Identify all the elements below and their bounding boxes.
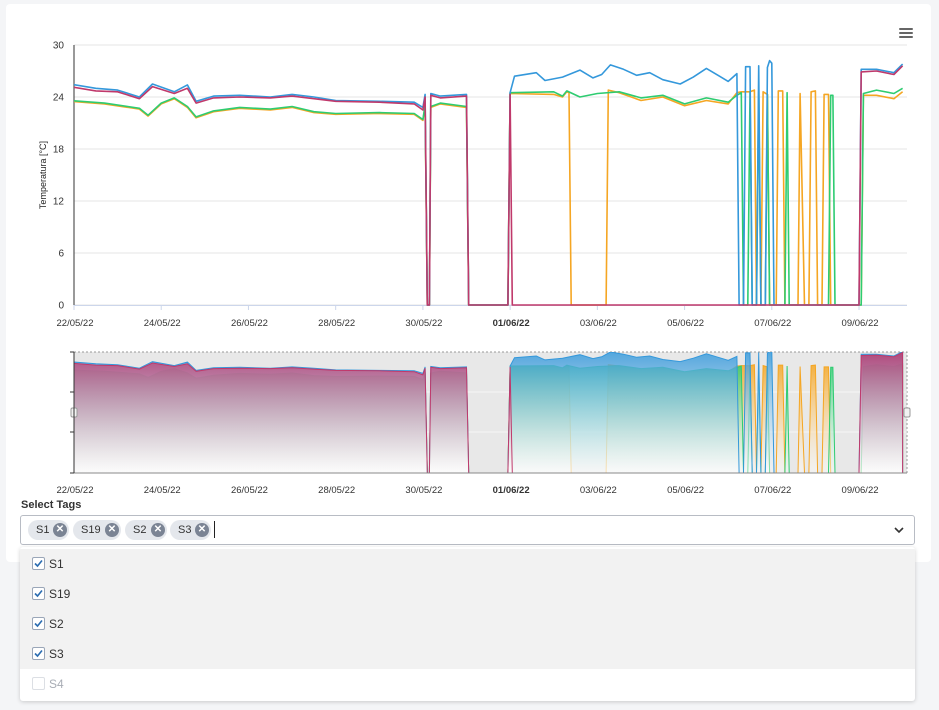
dropdown-option-s1[interactable]: S1 bbox=[20, 549, 915, 579]
x-tick-label: 01/06/22 bbox=[493, 318, 530, 329]
navigator-x-tick-label: 01/06/22 bbox=[493, 485, 530, 496]
checkmark-icon bbox=[34, 589, 43, 598]
tag-multiselect[interactable]: S1 ✕ S19 ✕ S2 ✕ S3 ✕ bbox=[20, 515, 915, 545]
navigator-x-tick-label: 05/06/22 bbox=[667, 485, 704, 496]
dropdown-option-s3[interactable]: S3 bbox=[20, 639, 915, 669]
checkbox[interactable] bbox=[32, 617, 45, 630]
series-line bbox=[74, 65, 904, 306]
y-tick-label: 24 bbox=[53, 93, 65, 104]
x-tick-label: 22/05/22 bbox=[57, 318, 94, 329]
x-tick-label: 05/06/22 bbox=[667, 318, 704, 329]
checkmark-icon bbox=[34, 559, 43, 568]
option-label: S19 bbox=[49, 587, 71, 601]
tag-chip: S2 ✕ bbox=[125, 520, 167, 540]
tag-chip-label: S1 bbox=[36, 524, 50, 536]
chevron-down-icon[interactable] bbox=[893, 524, 905, 536]
temperature-chart: 0 6 12 18 24 30 Temperatura [°C] 22/05/22 24/05/… bbox=[38, 41, 911, 496]
tag-chip-label: S2 bbox=[133, 524, 147, 536]
navigator-x-tick-label: 22/05/22 bbox=[57, 485, 94, 496]
tag-chip: S3 ✕ bbox=[170, 520, 211, 540]
x-tick-label: 30/05/22 bbox=[405, 318, 442, 329]
close-circle-icon[interactable]: ✕ bbox=[195, 523, 209, 537]
navigator-x-tick-label: 03/06/22 bbox=[580, 485, 617, 496]
navigator-x-tick-label: 24/05/22 bbox=[144, 485, 181, 496]
checkbox[interactable] bbox=[32, 677, 45, 690]
x-tick-label: 03/06/22 bbox=[580, 318, 617, 329]
dropdown-option-s19[interactable]: S19 bbox=[20, 579, 915, 609]
y-tick-label: 0 bbox=[58, 301, 64, 312]
checkbox[interactable] bbox=[32, 647, 45, 660]
y-tick-label: 6 bbox=[58, 249, 64, 260]
navigator-x-tick-label: 07/06/22 bbox=[754, 485, 791, 496]
x-tick-label: 26/05/22 bbox=[231, 318, 268, 329]
x-tick-label: 24/05/22 bbox=[144, 318, 181, 329]
tag-chip-label: S19 bbox=[81, 524, 101, 536]
navigator-handle bbox=[903, 407, 911, 418]
navigator-x-tick-label: 28/05/22 bbox=[318, 485, 355, 496]
checkmark-icon bbox=[34, 619, 43, 628]
hamburger-menu-icon[interactable] bbox=[899, 28, 913, 39]
close-circle-icon[interactable]: ✕ bbox=[53, 523, 67, 537]
series-line bbox=[74, 89, 904, 306]
checkbox[interactable] bbox=[32, 557, 45, 570]
option-label: S1 bbox=[49, 557, 64, 571]
series-line bbox=[74, 59, 904, 306]
tag-chip: S1 ✕ bbox=[28, 520, 69, 540]
select-tags-label: Select Tags bbox=[21, 499, 82, 511]
navigator-series-area bbox=[74, 352, 904, 473]
option-label: S3 bbox=[49, 647, 64, 661]
dropdown-option-s4[interactable]: S4 bbox=[20, 669, 915, 699]
navigator-x-tick-label: 30/05/22 bbox=[405, 485, 442, 496]
series-line bbox=[74, 87, 904, 306]
navigator-x-tick-label: 26/05/22 bbox=[231, 485, 268, 496]
tag-chip: S19 ✕ bbox=[73, 520, 121, 540]
text-cursor bbox=[214, 521, 215, 538]
dropdown-option-s2[interactable]: S2 bbox=[20, 609, 915, 639]
option-label: S2 bbox=[49, 617, 64, 631]
x-tick-label: 07/06/22 bbox=[754, 318, 791, 329]
navigator-x-tick-label: 09/06/22 bbox=[842, 485, 879, 496]
x-tick-label: 28/05/22 bbox=[318, 318, 355, 329]
checkmark-icon bbox=[34, 649, 43, 658]
close-circle-icon[interactable]: ✕ bbox=[151, 523, 165, 537]
y-tick-label: 12 bbox=[53, 197, 65, 208]
checkbox[interactable] bbox=[32, 587, 45, 600]
close-circle-icon[interactable]: ✕ bbox=[105, 523, 119, 537]
x-tick-label: 09/06/22 bbox=[842, 318, 879, 329]
y-tick-label: 30 bbox=[53, 41, 65, 52]
tag-chip-label: S3 bbox=[178, 524, 192, 536]
y-axis-title: Temperatura [°C] bbox=[38, 141, 48, 209]
tag-dropdown-menu: S1 S19 S2 S3 S4 bbox=[20, 547, 915, 701]
option-label: S4 bbox=[49, 677, 64, 691]
y-tick-label: 18 bbox=[53, 145, 65, 156]
